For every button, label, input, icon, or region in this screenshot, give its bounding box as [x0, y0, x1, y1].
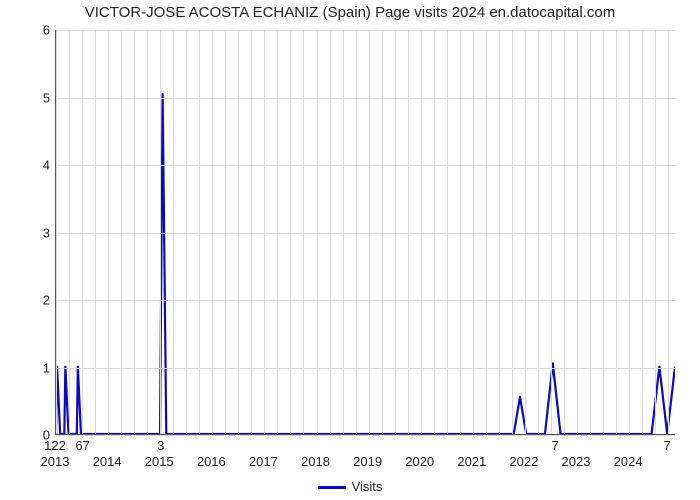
- gridline-vertical: [317, 30, 318, 434]
- count-label: 67: [75, 438, 89, 453]
- gridline-vertical: [538, 30, 539, 434]
- y-tick-label: 1: [30, 360, 50, 375]
- x-tick-label: 2021: [457, 454, 486, 469]
- gridline-vertical: [408, 30, 409, 434]
- count-label: 7: [552, 438, 559, 453]
- gridline-vertical: [95, 30, 96, 434]
- gridline-vertical: [82, 30, 83, 434]
- x-tick-label: 2020: [405, 454, 434, 469]
- gridline-vertical: [225, 30, 226, 434]
- y-tick-label: 2: [30, 293, 50, 308]
- legend-label: Visits: [352, 479, 383, 494]
- gridline-vertical: [108, 30, 109, 434]
- gridline-vertical: [551, 30, 552, 434]
- gridline-vertical: [486, 30, 487, 434]
- gridline-vertical: [303, 30, 304, 434]
- gridline-vertical: [121, 30, 122, 434]
- x-tick-label: 2014: [93, 454, 122, 469]
- chart-title: VICTOR-JOSE ACOSTA ECHANIZ (Spain) Page …: [0, 4, 700, 21]
- y-tick-label: 4: [30, 158, 50, 173]
- count-label: 3: [157, 438, 164, 453]
- x-tick-label: 2015: [145, 454, 174, 469]
- y-tick-label: 6: [30, 23, 50, 38]
- plot-area: [55, 30, 675, 435]
- gridline-vertical: [173, 30, 174, 434]
- gridline-horizontal: [56, 165, 675, 166]
- x-tick-label: 2022: [509, 454, 538, 469]
- gridline-vertical: [369, 30, 370, 434]
- legend-swatch: [318, 486, 346, 489]
- y-tick-label: 3: [30, 225, 50, 240]
- gridline-vertical: [421, 30, 422, 434]
- gridline-vertical: [603, 30, 604, 434]
- gridline-vertical: [264, 30, 265, 434]
- gridline-vertical: [69, 30, 70, 434]
- gridline-vertical: [577, 30, 578, 434]
- gridline-vertical: [395, 30, 396, 434]
- gridline-vertical: [212, 30, 213, 434]
- x-tick-label: 2024: [614, 454, 643, 469]
- x-tick-label: 2017: [249, 454, 278, 469]
- gridline-vertical: [382, 30, 383, 434]
- gridline-vertical: [238, 30, 239, 434]
- gridline-vertical: [186, 30, 187, 434]
- gridline-vertical: [134, 30, 135, 434]
- gridline-vertical: [564, 30, 565, 434]
- gridline-vertical: [330, 30, 331, 434]
- gridline-vertical: [512, 30, 513, 434]
- gridline-vertical: [460, 30, 461, 434]
- x-tick-label: 2023: [562, 454, 591, 469]
- gridline-vertical: [277, 30, 278, 434]
- gridline-vertical: [447, 30, 448, 434]
- gridline-horizontal: [56, 30, 675, 31]
- x-tick-label: 2016: [197, 454, 226, 469]
- gridline-vertical: [616, 30, 617, 434]
- gridline-vertical: [251, 30, 252, 434]
- gridline-horizontal: [56, 98, 675, 99]
- y-tick-label: 5: [30, 90, 50, 105]
- x-tick-label: 2019: [353, 454, 382, 469]
- gridline-vertical: [434, 30, 435, 434]
- gridline-vertical: [655, 30, 656, 434]
- gridline-vertical: [147, 30, 148, 434]
- gridline-vertical: [343, 30, 344, 434]
- gridline-horizontal: [56, 233, 675, 234]
- gridline-vertical: [56, 30, 57, 434]
- gridline-vertical: [525, 30, 526, 434]
- count-label: 122: [44, 438, 66, 453]
- gridline-vertical: [590, 30, 591, 434]
- legend: Visits: [0, 479, 700, 494]
- gridline-vertical: [473, 30, 474, 434]
- gridline-vertical: [642, 30, 643, 434]
- gridline-vertical: [668, 30, 669, 434]
- gridline-vertical: [199, 30, 200, 434]
- count-label: 7: [664, 438, 671, 453]
- gridline-vertical: [629, 30, 630, 434]
- gridline-vertical: [499, 30, 500, 434]
- gridline-horizontal: [56, 435, 675, 436]
- x-tick-label: 2018: [301, 454, 330, 469]
- gridline-vertical: [356, 30, 357, 434]
- gridline-vertical: [290, 30, 291, 434]
- x-tick-label: 2013: [41, 454, 70, 469]
- chart-container: VICTOR-JOSE ACOSTA ECHANIZ (Spain) Page …: [0, 0, 700, 500]
- gridline-horizontal: [56, 300, 675, 301]
- gridline-horizontal: [56, 368, 675, 369]
- gridline-vertical: [160, 30, 161, 434]
